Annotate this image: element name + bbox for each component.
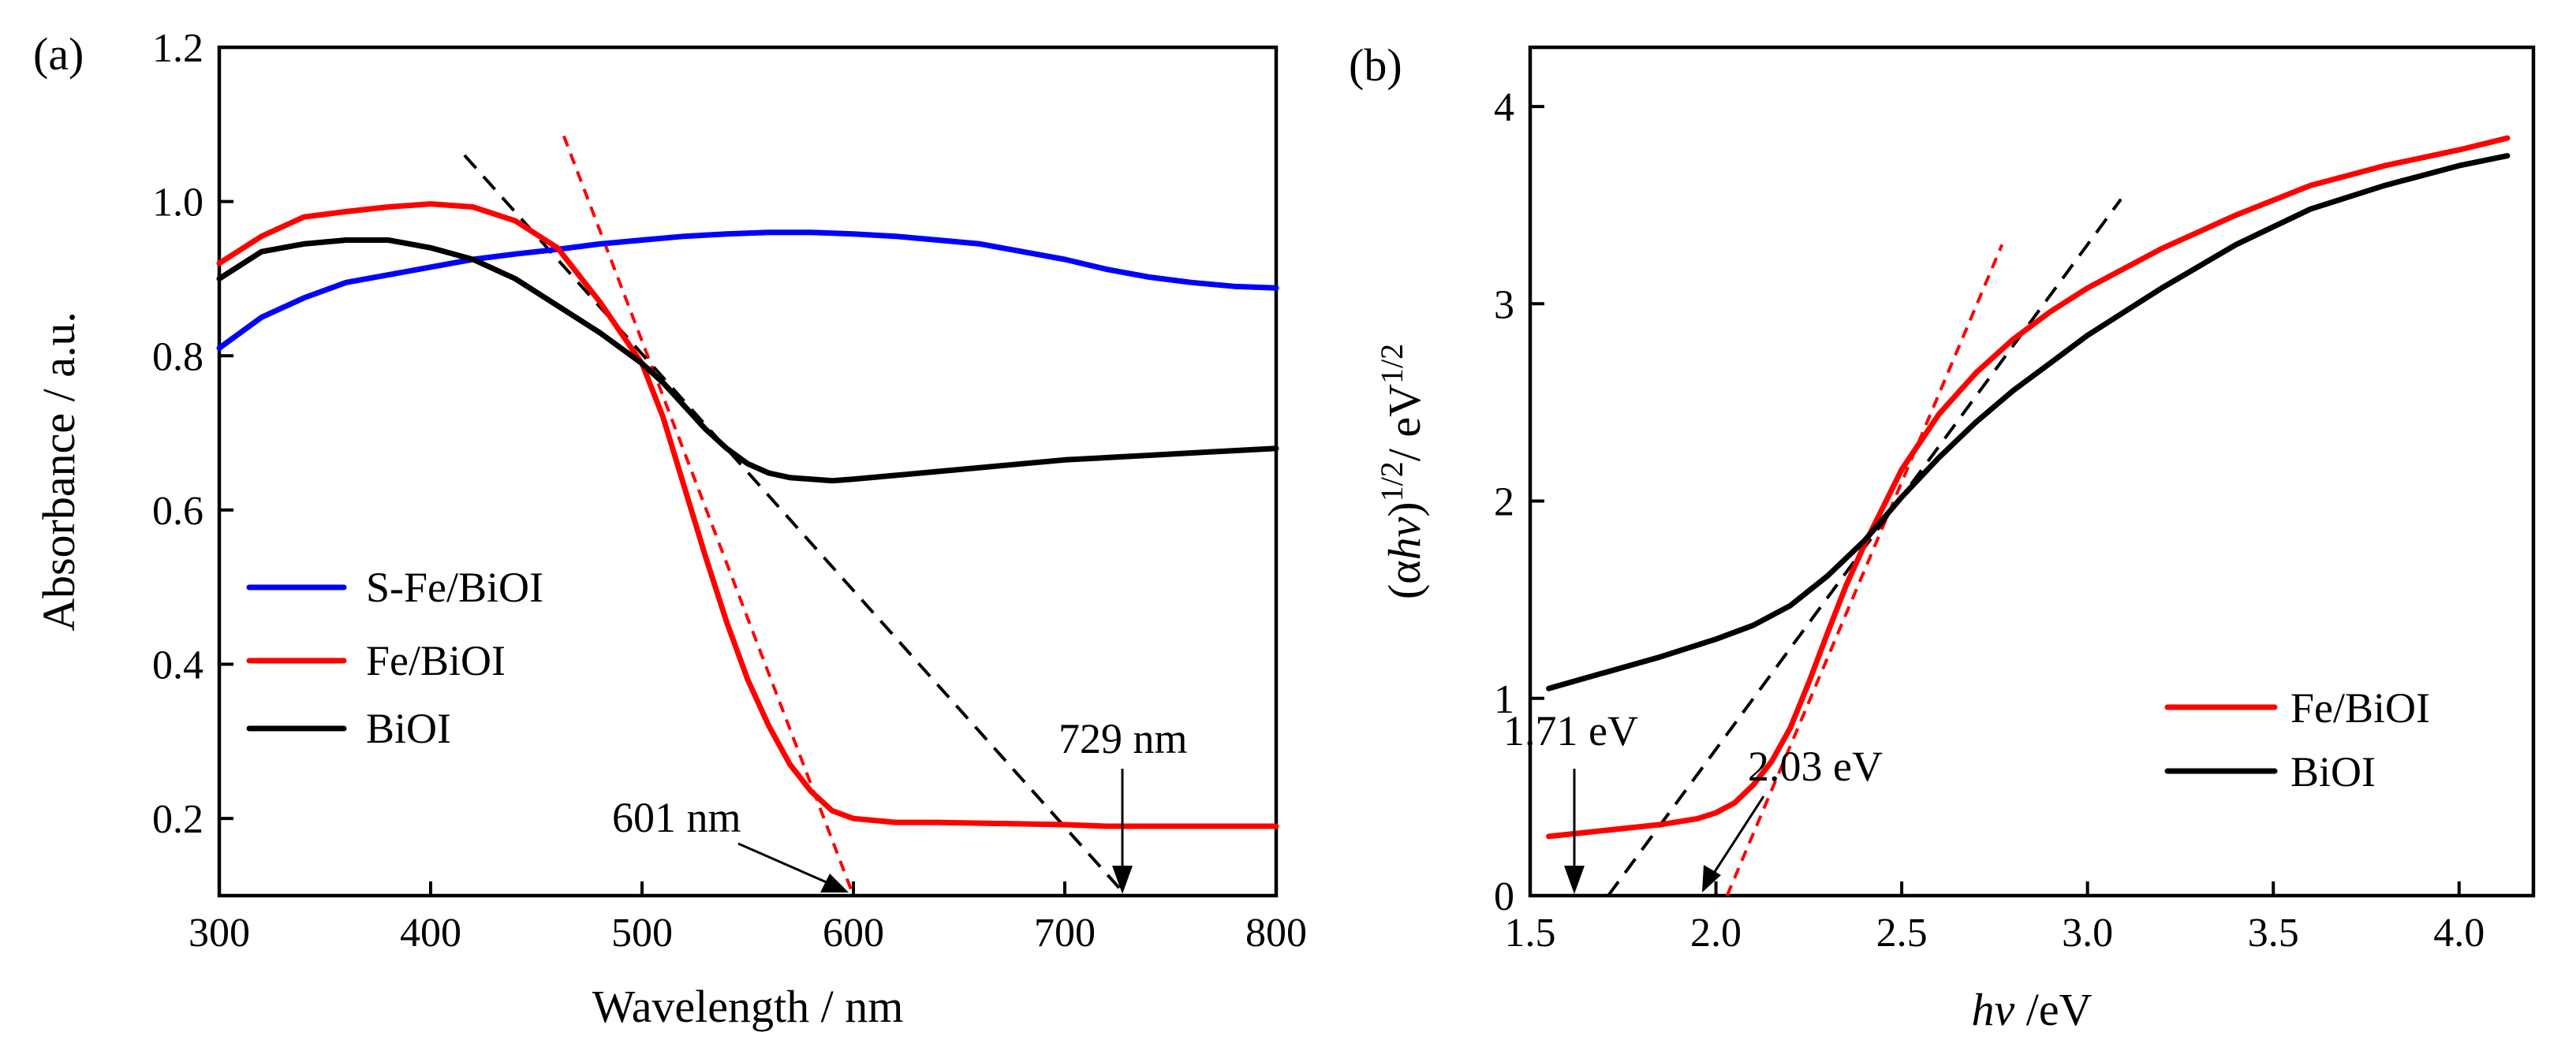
- x-tick-label-a-2: 500: [611, 911, 673, 956]
- x-tick-label-b-2: 2.5: [1876, 911, 1928, 956]
- x-tick-label-a-3: 600: [823, 911, 884, 956]
- x-tick-label-a-5: 800: [1245, 911, 1307, 956]
- legend-label-fe-bioi-b: Fe/BiOI: [2290, 684, 2430, 732]
- legend-label-s-fe-bioi: S-Fe/BiOI: [366, 564, 543, 611]
- y-title-unit: / eV: [1379, 384, 1430, 461]
- y-title-sup: 1/2: [1374, 461, 1409, 501]
- panel-b-frame: [1528, 45, 2536, 898]
- y-tick-label-a-2: 0.6: [152, 489, 203, 534]
- panel-a-axes: 300 400 500 600 700 800 0.2 0.4 0.6 0.8 1.0 1.2: [152, 26, 1307, 956]
- y-tick-label-b-0: 0: [1494, 874, 1514, 919]
- y-tick-label-b-3: 3: [1494, 282, 1514, 327]
- arrowhead-601-nm: [820, 874, 849, 892]
- y-title-unit-sup: 1/2: [1374, 344, 1409, 384]
- y-tick-label-a-0: 0.2: [152, 797, 203, 842]
- legend-label-fe-bioi: Fe/BiOI: [366, 637, 506, 684]
- panel-b-annotations: 1.71 eV 2.03 eV: [1503, 707, 1883, 894]
- panel-a-tangent-lines: [463, 135, 1128, 897]
- arrow-601-nm: [737, 842, 829, 885]
- arrowhead-729-nm: [1112, 866, 1133, 894]
- x-tick-label-b-5: 4.0: [2433, 911, 2485, 956]
- y-title-open: (α: [1379, 560, 1430, 599]
- panel-b-curves: [1546, 135, 2511, 840]
- y-title-close: ): [1379, 501, 1430, 516]
- arrowhead-1-71-ev: [1564, 866, 1585, 894]
- panel-a-curves: [216, 201, 1279, 829]
- panel-a-annotations: 601 nm 729 nm: [612, 715, 1188, 894]
- x-tick-label-a-1: 400: [400, 911, 461, 956]
- arrow-2-03-ev: [1710, 795, 1765, 877]
- panel-a-label: (a): [33, 28, 84, 80]
- series-line-a-fe-bioi: [216, 201, 1279, 829]
- panel-a-frame: [217, 45, 1279, 898]
- panel-a-y-axis-title: Absorbance / a.u.: [33, 311, 84, 632]
- y-tick-label-b-2: 2: [1494, 480, 1514, 525]
- x-tick-label-b-1: 2.0: [1690, 911, 1742, 956]
- panel-b-label: (b): [1349, 39, 1402, 91]
- annotation-2-03-ev: 2.03 eV: [1748, 743, 1883, 790]
- legend-label-bioi-b: BiOI: [2290, 748, 2376, 795]
- y-tick-label-b-1: 1: [1494, 677, 1514, 722]
- x-tick-label-b-3: 3.0: [2062, 911, 2113, 956]
- annotation-1-71-ev: 1.71 eV: [1503, 707, 1638, 755]
- y-tick-label-b-4: 4: [1494, 85, 1514, 130]
- y-tick-label-a-5: 1.2: [152, 26, 203, 71]
- series-line-a-s-fe-bioi: [216, 229, 1279, 351]
- y-title-hv: hν: [1379, 516, 1430, 560]
- panel-b-y-axis-title: (αhν)1/2/ eV1/2: [1374, 344, 1430, 599]
- series-line-b-fe-bioi: [1546, 135, 2511, 840]
- legend-label-bioi: BiOI: [366, 705, 451, 752]
- panel-b-legend: Fe/BiOI BiOI: [2164, 684, 2430, 795]
- y-tick-label-a-1: 0.4: [152, 643, 203, 688]
- x-title-hv: hν: [1972, 984, 2015, 1035]
- x-tick-label-a-4: 700: [1034, 911, 1096, 956]
- panel-a-legend: S-Fe/BiOI Fe/BiOI BiOI: [246, 564, 543, 752]
- panel-b-axes: 1.5 2.0 2.5 3.0 3.5 4.0 0 1 2 3 4: [1494, 85, 2485, 956]
- x-tick-label-b-4: 3.5: [2248, 911, 2299, 956]
- tangent-line-a-0: [562, 135, 855, 896]
- tangent-line-b-0: [1725, 244, 2004, 896]
- y-tick-label-a-3: 0.8: [152, 334, 203, 379]
- tangent-line-a-1: [463, 154, 1128, 897]
- panel-b-x-axis-title: hν /eV: [1972, 984, 2093, 1035]
- series-line-b-bioi: [1546, 153, 2511, 691]
- panel-b: (b) 1.5 2.0 2.5 3.0 3.5 4.0 0 1 2 3 4 Fe/BiOI BiOI…: [1349, 39, 2536, 1035]
- x-tick-label-a-0: 300: [189, 911, 250, 956]
- panel-a-x-axis-title: Wavelength / nm: [592, 981, 904, 1032]
- x-title-unit: /eV: [2014, 984, 2092, 1035]
- arrowhead-2-03-ev: [1702, 865, 1721, 892]
- panel-a: (a) 300 400 500 600 700 800 0.2 0.4 0.6 0.8 1.0 1.2…: [33, 26, 1307, 1032]
- series-line-a-bioi: [216, 237, 1279, 484]
- annotation-601-nm: 601 nm: [612, 794, 741, 841]
- x-tick-label-b-0: 1.5: [1505, 911, 1556, 956]
- annotation-729-nm: 729 nm: [1058, 715, 1188, 762]
- y-tick-label-a-4: 1.0: [152, 181, 203, 225]
